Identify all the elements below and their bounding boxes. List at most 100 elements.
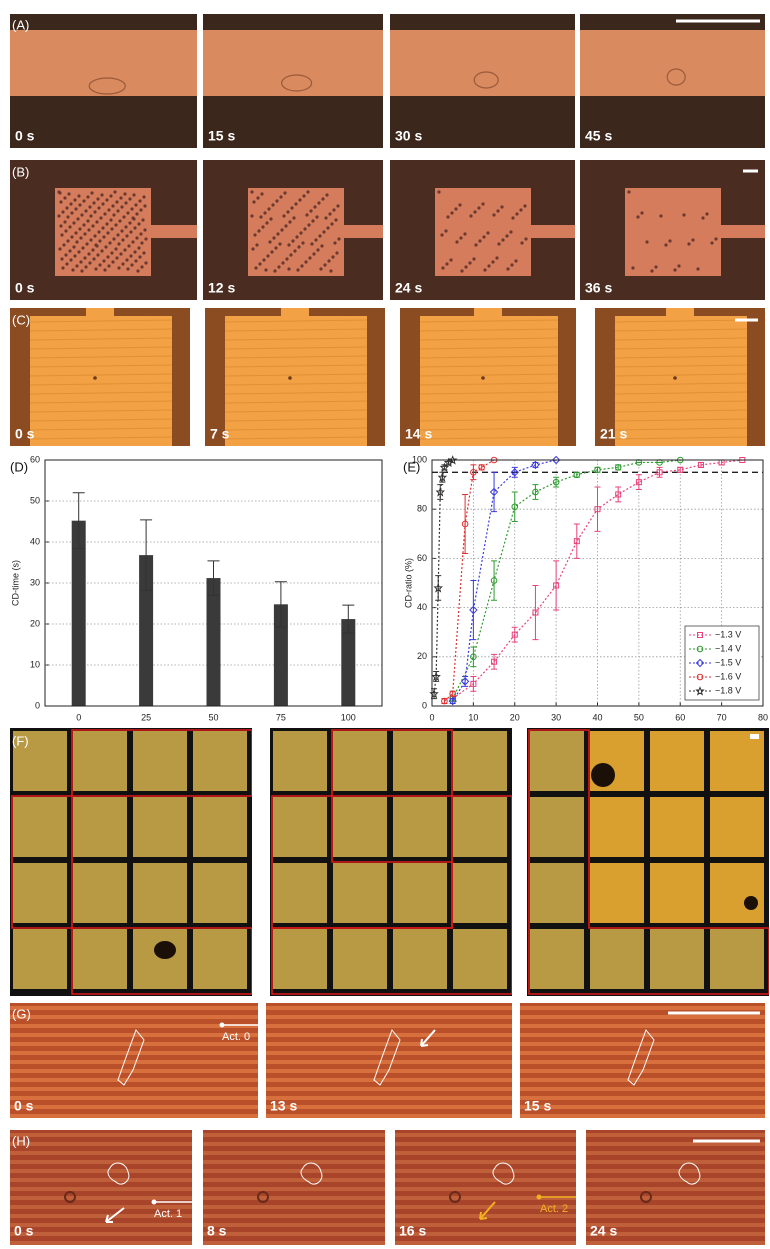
cell-dot	[710, 241, 713, 244]
stripe	[520, 1042, 765, 1046]
cell-dot	[86, 219, 89, 222]
cell-dot	[119, 252, 122, 255]
electrode	[193, 929, 247, 989]
cell-dot	[275, 199, 278, 202]
cell-dot	[264, 268, 267, 271]
time-label: 0 s	[14, 1098, 34, 1114]
stripe	[266, 1078, 512, 1082]
stripe	[203, 1151, 385, 1155]
cell-dot	[135, 212, 138, 215]
cell-dot	[125, 258, 128, 261]
electrode	[225, 316, 367, 446]
electrode	[73, 731, 127, 791]
cell-dot	[497, 242, 500, 245]
cell-dot	[58, 191, 61, 194]
stripe	[10, 1096, 258, 1100]
cell-dot	[705, 212, 708, 215]
cell-dot	[76, 217, 79, 220]
cell-dot	[111, 260, 114, 263]
cell-dot	[464, 265, 467, 268]
cell-dot	[139, 208, 142, 211]
stripe	[266, 1051, 512, 1055]
electrode	[650, 797, 704, 857]
electrode	[273, 731, 327, 791]
micrograph	[390, 160, 611, 300]
cell-dot	[114, 223, 117, 226]
stripe	[203, 1187, 385, 1191]
y-tick-label: 100	[412, 454, 427, 464]
stripe	[10, 1015, 258, 1019]
cell-dot	[99, 216, 102, 219]
legend-label: −1.3 V	[715, 629, 741, 639]
cell-dot	[523, 204, 526, 207]
cell-dot	[117, 242, 120, 245]
cell-dot	[109, 218, 112, 221]
cell-dot	[295, 235, 298, 238]
cell-dot	[469, 214, 472, 217]
electrode	[273, 863, 327, 923]
cell-dot	[310, 242, 313, 245]
cell-dot	[105, 222, 108, 225]
stripe	[10, 1187, 192, 1191]
x-tick-label: 20	[510, 712, 520, 722]
cell-dot	[288, 220, 291, 223]
cell-dot	[636, 215, 639, 218]
cell-dot	[328, 212, 331, 215]
stripe	[10, 1169, 192, 1173]
electrode	[73, 929, 127, 989]
cell-dot	[322, 230, 325, 233]
cell-dot	[95, 244, 98, 247]
x-tick-label: 40	[592, 712, 602, 722]
stripe	[586, 1151, 765, 1155]
stripe	[520, 1015, 765, 1019]
cell-dot	[67, 192, 70, 195]
stripe	[10, 1196, 192, 1200]
cell-dot	[74, 207, 77, 210]
electrode	[453, 731, 507, 791]
stripe	[203, 1178, 385, 1182]
cell-dot	[139, 232, 142, 235]
legend-label: −1.6 V	[715, 671, 741, 681]
stripe	[10, 1105, 258, 1109]
y-tick-label: 30	[30, 577, 40, 587]
error-bar	[532, 485, 538, 500]
time-label: 15 s	[208, 128, 235, 144]
cell-dot	[299, 231, 302, 234]
cell-dot	[511, 216, 514, 219]
cell-dot	[84, 209, 87, 212]
time-label: 7 s	[210, 426, 230, 442]
cell-dot	[69, 202, 72, 205]
cell-dot	[281, 261, 284, 264]
cell-dot	[122, 215, 125, 218]
electrode	[73, 863, 127, 923]
electrode	[453, 863, 507, 923]
cell-dot	[65, 262, 68, 265]
cell-dot	[100, 193, 103, 196]
stripe	[10, 1223, 192, 1227]
cell-dot	[496, 209, 499, 212]
annotation: Act. 1	[154, 1208, 182, 1220]
error-bar	[553, 477, 559, 487]
cell-dot	[101, 226, 104, 229]
cell-dot	[301, 241, 304, 244]
cell-dot	[126, 267, 129, 270]
scale-bar	[750, 734, 759, 739]
cell-dot	[682, 213, 685, 216]
y-tick-label: 20	[30, 618, 40, 628]
y-tick-label: 40	[417, 602, 427, 612]
stripe	[266, 1033, 512, 1037]
cell-dot	[91, 248, 94, 251]
electrode	[333, 929, 387, 989]
stripe	[586, 1241, 765, 1245]
cell-dot	[64, 253, 67, 256]
cell-dot	[277, 265, 280, 268]
cell-dot	[63, 220, 66, 223]
cell-dot	[136, 269, 139, 272]
cell-dot	[259, 215, 262, 218]
stripe	[395, 1169, 576, 1173]
electrode	[193, 731, 247, 791]
cell-dot	[131, 240, 134, 243]
cell-dot	[509, 230, 512, 233]
cell-dot	[83, 232, 86, 235]
stripe	[586, 1205, 765, 1209]
